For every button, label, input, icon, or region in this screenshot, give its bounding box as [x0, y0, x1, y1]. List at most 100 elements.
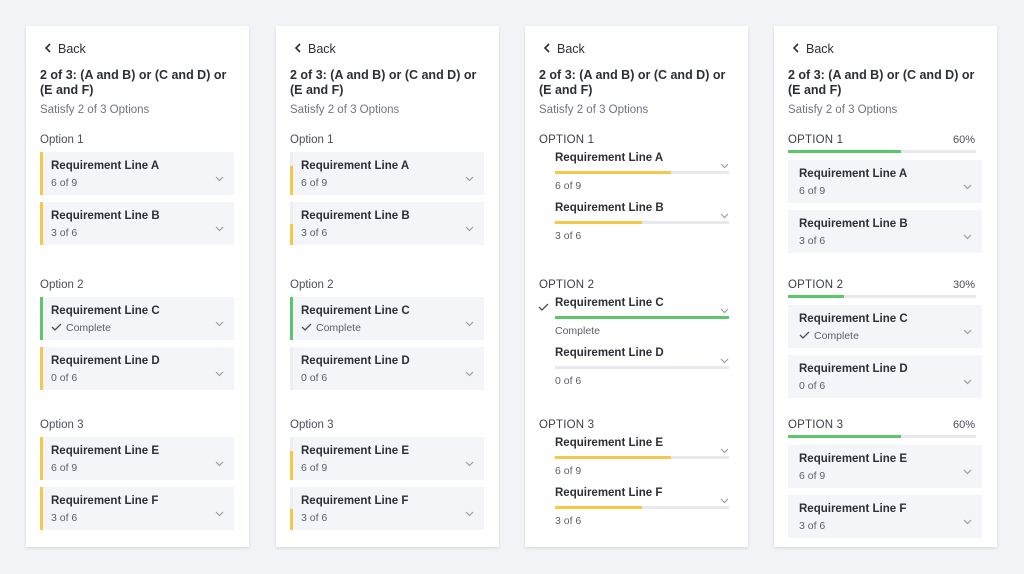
chevron-down-icon[interactable] — [963, 322, 972, 335]
requirement-line-b[interactable]: Requirement Line B 3 of 6 — [788, 210, 982, 253]
requirement-line-c[interactable]: Requirement Line C Complete — [290, 297, 484, 340]
requirement-label: Requirement Line A — [51, 160, 160, 172]
requirement-line-d[interactable]: Requirement Line D 0 of 6 — [788, 355, 982, 398]
option-label: OPTION 3 — [539, 419, 595, 431]
requirement-status-text: 0 of 6 — [799, 380, 826, 392]
requirement-line-e[interactable]: Requirement Line E 6 of 9 — [40, 437, 234, 480]
requirement-line-c[interactable]: Requirement Line C Complete — [538, 297, 729, 339]
progress-accent — [40, 437, 43, 480]
requirement-line-a[interactable]: Requirement Line A 6 of 9 — [788, 160, 982, 203]
requirement-status-text: 6 of 9 — [301, 177, 328, 189]
chevron-down-icon[interactable] — [963, 462, 972, 475]
requirement-line-b[interactable]: Requirement Line B 3 of 6 — [290, 202, 484, 245]
chevron-down-icon[interactable] — [215, 454, 224, 467]
chevron-down-icon[interactable] — [963, 227, 972, 240]
requirement-status-text: 6 of 9 — [301, 462, 328, 474]
requirement-status: 6 of 9 — [301, 462, 327, 474]
requirement-line-d[interactable]: Requirement Line D 0 of 6 — [290, 347, 484, 390]
option-progress-fill — [788, 295, 845, 298]
requirement-line-b[interactable]: Requirement Line B 3 of 6 — [555, 202, 729, 244]
design-card-1: Back 2 of 3: (A and B) or (C and D) or (E… — [26, 26, 249, 547]
requirement-line-e[interactable]: Requirement Line E 6 of 9 — [555, 437, 729, 479]
requirement-line-e[interactable]: Requirement Line E 6 of 9 — [788, 445, 982, 488]
requirement-line-f[interactable]: Requirement Line F 3 of 6 — [555, 487, 729, 529]
chevron-left-icon — [44, 42, 52, 56]
requirement-line-f[interactable]: Requirement Line F 3 of 6 — [40, 487, 234, 530]
progress-accent — [290, 451, 293, 480]
requirement-label: Requirement Line B — [799, 218, 908, 230]
requirement-label: Requirement Line D — [301, 355, 410, 367]
back-label: Back — [308, 42, 336, 56]
requirement-status: 0 of 6 — [51, 372, 77, 384]
chevron-down-icon[interactable] — [465, 169, 474, 182]
back-button[interactable]: Back — [294, 42, 336, 56]
option-label: OPTION 2 — [539, 279, 595, 291]
requirement-line-a[interactable]: Requirement Line A 6 of 9 — [290, 152, 484, 195]
requirement-status: 3 of 6 — [301, 512, 327, 524]
chevron-down-icon[interactable] — [720, 441, 729, 454]
chevron-down-icon[interactable] — [465, 314, 474, 327]
requirement-status: 3 of 6 — [51, 512, 77, 524]
option-label: Option 3 — [290, 419, 334, 431]
requirement-status: 6 of 9 — [555, 180, 582, 192]
option-label: Option 2 — [290, 279, 334, 291]
progress-accent — [40, 347, 43, 390]
chevron-down-icon[interactable] — [720, 301, 729, 314]
requirement-line-a[interactable]: Requirement Line A 6 of 9 — [40, 152, 234, 195]
requirement-status: Complete — [301, 322, 361, 334]
chevron-down-icon[interactable] — [963, 177, 972, 190]
chevron-down-icon[interactable] — [963, 512, 972, 525]
requirement-line-a[interactable]: Requirement Line A 6 of 9 — [555, 152, 729, 194]
requirement-progress-bar — [555, 456, 729, 459]
requirement-status: 6 of 9 — [799, 185, 825, 197]
option-label: Option 2 — [40, 279, 84, 291]
requirement-line-d[interactable]: Requirement Line D 0 of 6 — [555, 347, 729, 389]
requirement-status-text: 0 of 6 — [51, 372, 78, 384]
chevron-down-icon[interactable] — [465, 504, 474, 517]
back-button[interactable]: Back — [792, 42, 834, 56]
progress-accent — [290, 508, 293, 530]
chevron-down-icon[interactable] — [215, 314, 224, 327]
chevron-down-icon[interactable] — [720, 491, 729, 504]
chevron-down-icon[interactable] — [720, 206, 729, 219]
requirement-status: 3 of 6 — [301, 227, 327, 239]
chevron-down-icon[interactable] — [215, 364, 224, 377]
requirement-subtitle: Satisfy 2 of 3 Options — [788, 104, 898, 116]
requirement-status: 6 of 9 — [51, 462, 77, 474]
requirement-subtitle: Satisfy 2 of 3 Options — [40, 104, 150, 116]
requirement-line-c[interactable]: Requirement Line C Complete — [40, 297, 234, 340]
requirement-line-b[interactable]: Requirement Line B 3 of 6 — [40, 202, 234, 245]
option-label: Option 3 — [40, 419, 84, 431]
option-label: OPTION 1 — [788, 134, 844, 146]
chevron-down-icon[interactable] — [465, 219, 474, 232]
chevron-down-icon[interactable] — [215, 219, 224, 232]
requirement-line-d[interactable]: Requirement Line D 0 of 6 — [40, 347, 234, 390]
progress-accent — [40, 297, 43, 340]
requirement-label: Requirement Line B — [301, 210, 410, 222]
requirement-label: Requirement Line B — [51, 210, 160, 222]
back-button[interactable]: Back — [543, 42, 585, 56]
progress-accent — [290, 223, 293, 245]
chevron-down-icon[interactable] — [465, 364, 474, 377]
back-button[interactable]: Back — [44, 42, 86, 56]
requirement-progress-bar — [555, 171, 729, 174]
chevron-down-icon[interactable] — [720, 156, 729, 169]
requirement-line-c[interactable]: Requirement Line C Complete — [788, 305, 982, 348]
design-card-3: Back 2 of 3: (A and B) or (C and D) or (E… — [525, 26, 748, 547]
requirement-status: 0 of 6 — [555, 375, 582, 387]
requirement-label: Requirement Line C — [301, 305, 410, 317]
requirement-label: Requirement Line D — [51, 355, 160, 367]
requirement-line-e[interactable]: Requirement Line E 6 of 9 — [290, 437, 484, 480]
requirement-status: 3 of 6 — [799, 520, 825, 532]
chevron-down-icon[interactable] — [215, 169, 224, 182]
requirement-line-f[interactable]: Requirement Line F 3 of 6 — [290, 487, 484, 530]
chevron-down-icon[interactable] — [465, 454, 474, 467]
requirement-status-text: 3 of 6 — [799, 235, 826, 247]
chevron-down-icon[interactable] — [720, 351, 729, 364]
option-progress-fill — [788, 150, 901, 153]
chevron-down-icon[interactable] — [963, 372, 972, 385]
requirement-status: 6 of 9 — [555, 465, 582, 477]
chevron-down-icon[interactable] — [215, 504, 224, 517]
requirement-progress-bar — [555, 506, 729, 509]
requirement-line-f[interactable]: Requirement Line F 3 of 6 — [788, 495, 982, 538]
